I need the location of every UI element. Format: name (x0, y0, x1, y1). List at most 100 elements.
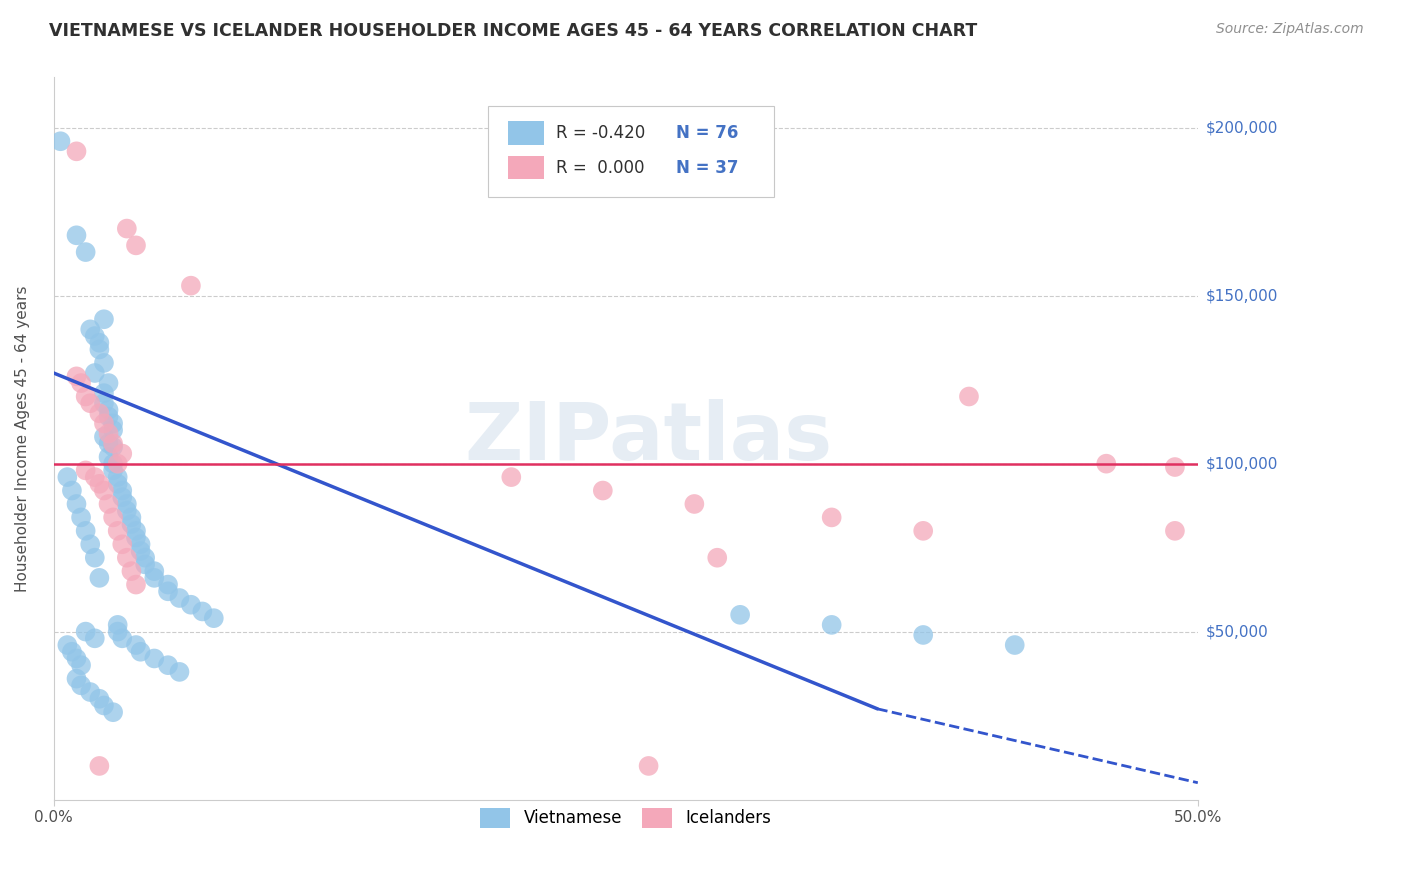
Point (93, 483, 115, 498)
Point (157, 658, 180, 673)
Point (180, 598, 202, 612)
Text: R = -0.420: R = -0.420 (555, 124, 645, 142)
Point (65, 369, 87, 384)
Legend: Vietnamese, Icelanders: Vietnamese, Icelanders (474, 801, 778, 835)
Point (111, 447, 134, 461)
Point (97, 497, 120, 511)
Point (706, 550, 728, 565)
Text: Source: ZipAtlas.com: Source: ZipAtlas.com (1216, 22, 1364, 37)
Point (83, 550, 105, 565)
Point (75, 463, 97, 477)
Point (912, 524, 935, 538)
Point (107, 470, 129, 484)
Point (101, 510, 124, 524)
Point (83, 366, 105, 380)
Point (592, 483, 614, 498)
Point (115, 504, 138, 518)
Bar (508, 156, 544, 179)
Point (60, 483, 83, 498)
Point (83, 329, 105, 343)
Point (101, 705, 124, 719)
Bar (508, 121, 544, 145)
Point (101, 423, 124, 437)
Point (49, 134, 72, 148)
Point (65, 228, 87, 243)
Point (683, 497, 706, 511)
Point (97, 409, 120, 424)
Point (143, 564, 166, 578)
Point (111, 632, 134, 646)
Point (93, 698, 115, 713)
Point (75, 524, 97, 538)
Text: $150,000: $150,000 (1206, 288, 1278, 303)
Point (70, 678, 93, 692)
Point (157, 577, 180, 591)
Point (125, 577, 148, 591)
Point (93, 386, 115, 401)
Point (65, 145, 87, 159)
Point (107, 618, 129, 632)
Text: $100,000: $100,000 (1206, 456, 1278, 471)
Point (1164, 460, 1187, 475)
Point (125, 524, 148, 538)
Point (125, 238, 148, 252)
Point (93, 312, 115, 326)
Point (83, 632, 105, 646)
Point (115, 221, 138, 235)
Point (93, 430, 115, 444)
Text: ZIPatlas: ZIPatlas (464, 400, 832, 477)
Point (70, 510, 93, 524)
Point (89, 759, 111, 773)
Point (157, 584, 180, 599)
Point (93, 396, 115, 410)
Text: $200,000: $200,000 (1206, 120, 1278, 136)
Point (101, 457, 124, 471)
Point (1164, 524, 1187, 538)
Point (728, 607, 751, 622)
Point (75, 390, 97, 404)
Point (101, 440, 124, 454)
Text: N = 76: N = 76 (676, 124, 738, 142)
Point (125, 638, 148, 652)
Point (89, 571, 111, 585)
Point (75, 624, 97, 639)
Text: R =  0.000: R = 0.000 (555, 159, 644, 177)
Point (1095, 457, 1118, 471)
Point (912, 628, 935, 642)
Point (129, 537, 152, 551)
Point (83, 470, 105, 484)
Text: $50,000: $50,000 (1206, 624, 1268, 639)
Point (89, 343, 111, 357)
Point (79, 322, 101, 336)
Point (97, 436, 120, 450)
Point (134, 550, 156, 565)
Point (111, 537, 134, 551)
Point (501, 470, 523, 484)
Point (107, 476, 129, 491)
Point (65, 497, 87, 511)
Point (93, 356, 115, 370)
Point (821, 618, 844, 632)
Point (93, 417, 115, 431)
Point (637, 759, 659, 773)
Point (70, 376, 93, 390)
Point (191, 604, 214, 618)
Point (111, 490, 134, 504)
Point (129, 544, 152, 558)
Point (202, 611, 225, 625)
Point (65, 672, 87, 686)
Point (169, 665, 191, 679)
Point (111, 483, 134, 498)
Point (79, 537, 101, 551)
FancyBboxPatch shape (488, 106, 775, 196)
Point (79, 396, 101, 410)
Point (169, 591, 191, 605)
Point (75, 245, 97, 260)
Point (134, 558, 156, 572)
Point (1004, 638, 1026, 652)
Point (115, 550, 138, 565)
Point (120, 510, 142, 524)
Point (79, 685, 101, 699)
Point (89, 335, 111, 350)
Point (180, 278, 202, 293)
